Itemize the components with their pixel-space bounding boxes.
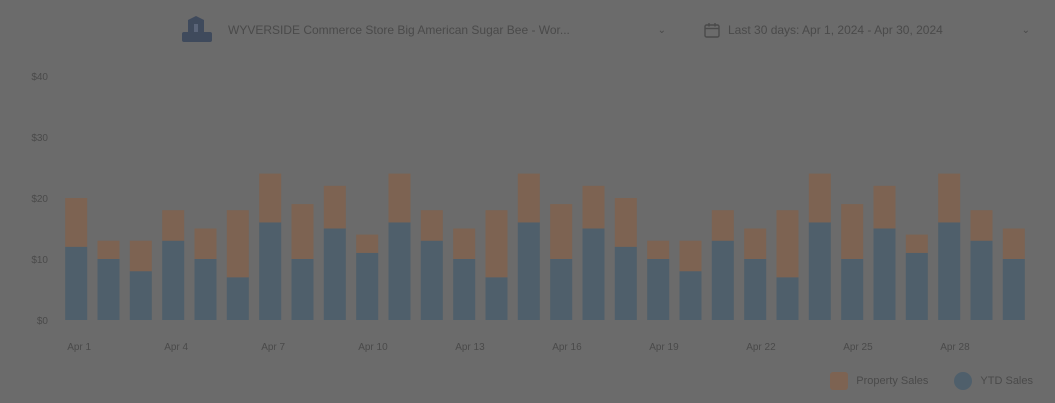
bar-property-sales[interactable] <box>65 198 88 247</box>
bar-ytd-sales[interactable] <box>744 259 767 320</box>
bar-property-sales[interactable] <box>647 240 670 259</box>
legend-label-property-sales: Property Sales <box>856 375 929 387</box>
bar-ytd-sales[interactable] <box>388 222 411 320</box>
y-tick-label: $20 <box>31 194 48 205</box>
bar-ytd-sales[interactable] <box>517 222 540 320</box>
bar-property-sales[interactable] <box>679 240 702 272</box>
bar-property-sales[interactable] <box>582 185 605 229</box>
store-select[interactable]: WYVERSIDE Commerce Store Big American Su… <box>228 16 670 44</box>
bar-property-sales[interactable] <box>517 173 540 223</box>
filter-bar: WYVERSIDE Commerce Store Big American Su… <box>0 0 1055 58</box>
bar-ytd-sales[interactable] <box>647 259 670 320</box>
bar-property-sales[interactable] <box>356 234 379 253</box>
bar-ytd-sales[interactable] <box>323 228 346 321</box>
store-logo-icon <box>182 16 212 42</box>
x-tick-label: Apr 7 <box>261 342 285 353</box>
bar-ytd-sales[interactable] <box>679 271 702 320</box>
bar-property-sales[interactable] <box>453 228 476 260</box>
bar-property-sales[interactable] <box>485 210 508 278</box>
bar-ytd-sales[interactable] <box>582 228 605 321</box>
bar-property-sales[interactable] <box>970 210 993 241</box>
bar-ytd-sales[interactable] <box>485 277 508 320</box>
bar-property-sales[interactable] <box>129 240 152 272</box>
bar-property-sales[interactable] <box>776 210 799 278</box>
chart-legend: Property Sales YTD Sales <box>830 372 1033 390</box>
bar-property-sales[interactable] <box>873 185 896 229</box>
x-tick-label: Apr 1 <box>67 342 91 353</box>
bar-property-sales[interactable] <box>711 210 734 241</box>
calendar-icon <box>704 23 720 38</box>
bar-ytd-sales[interactable] <box>97 259 120 320</box>
bar-ytd-sales[interactable] <box>776 277 799 320</box>
bar-ytd-sales[interactable] <box>711 240 734 320</box>
bar-property-sales[interactable] <box>614 198 637 247</box>
bar-ytd-sales[interactable] <box>129 271 152 320</box>
bar-property-sales[interactable] <box>291 204 314 259</box>
bar-ytd-sales[interactable] <box>65 246 88 320</box>
x-tick-label: Apr 25 <box>843 342 873 353</box>
y-tick-label: $10 <box>31 255 48 266</box>
bar-ytd-sales[interactable] <box>162 240 185 320</box>
bar-ytd-sales[interactable] <box>259 222 282 320</box>
bar-property-sales[interactable] <box>744 228 767 260</box>
bar-property-sales[interactable] <box>938 173 961 223</box>
bar-property-sales[interactable] <box>388 173 411 223</box>
bar-ytd-sales[interactable] <box>226 277 249 320</box>
legend-item-ytd-sales[interactable]: YTD Sales <box>954 372 1033 390</box>
x-tick-label: Apr 22 <box>746 342 776 353</box>
bar-ytd-sales[interactable] <box>1002 259 1025 320</box>
bar-property-sales[interactable] <box>841 204 864 259</box>
x-tick-label: Apr 4 <box>164 342 188 353</box>
x-tick-label: Apr 16 <box>552 342 582 353</box>
date-range-select[interactable]: Last 30 days: Apr 1, 2024 - Apr 30, 2024… <box>704 16 1034 44</box>
bar-property-sales[interactable] <box>194 228 217 260</box>
bar-ytd-sales[interactable] <box>291 259 314 320</box>
bar-ytd-sales[interactable] <box>194 259 217 320</box>
bar-ytd-sales[interactable] <box>356 252 379 320</box>
x-tick-label: Apr 28 <box>940 342 970 353</box>
bar-property-sales[interactable] <box>259 173 282 223</box>
legend-label-ytd-sales: YTD Sales <box>980 375 1033 387</box>
legend-swatch-property-sales <box>830 372 849 390</box>
bar-ytd-sales[interactable] <box>614 246 637 320</box>
bar-ytd-sales[interactable] <box>873 228 896 321</box>
bar-ytd-sales[interactable] <box>453 259 476 320</box>
store-select-label: WYVERSIDE Commerce Store Big American Su… <box>228 23 570 37</box>
stacked-bar-chart: $0 $10 $20 $30 $40 Apr 1 Apr 4 Apr 7 Apr 10 Apr 1… <box>31 72 1025 353</box>
bar-ytd-sales[interactable] <box>905 252 928 320</box>
bar-ytd-sales[interactable] <box>420 240 443 320</box>
bar-property-sales[interactable] <box>162 210 185 241</box>
legend-swatch-ytd-sales <box>954 372 973 390</box>
bar-ytd-sales[interactable] <box>550 259 573 320</box>
chevron-down-icon: ⌄ <box>657 24 666 36</box>
y-tick-label: $30 <box>31 133 48 144</box>
legend-item-property-sales[interactable]: Property Sales <box>830 372 928 390</box>
bar-property-sales[interactable] <box>1002 228 1025 260</box>
bar-property-sales[interactable] <box>550 204 573 259</box>
bar-property-sales[interactable] <box>905 234 928 253</box>
x-tick-label: Apr 10 <box>358 342 388 353</box>
date-range-label: Last 30 days: Apr 1, 2024 - Apr 30, 2024 <box>728 23 943 37</box>
bar-property-sales[interactable] <box>97 240 120 259</box>
x-tick-label: Apr 19 <box>649 342 679 353</box>
bar-property-sales[interactable] <box>420 210 443 241</box>
bar-property-sales[interactable] <box>808 173 831 223</box>
x-tick-label: Apr 13 <box>455 342 485 353</box>
bar-ytd-sales[interactable] <box>970 240 993 320</box>
bar-ytd-sales[interactable] <box>938 222 961 320</box>
bar-property-sales[interactable] <box>226 210 249 278</box>
y-tick-label: $40 <box>31 72 48 83</box>
y-tick-label: $0 <box>37 316 49 327</box>
bar-property-sales[interactable] <box>323 185 346 229</box>
bar-ytd-sales[interactable] <box>808 222 831 320</box>
chevron-down-icon: ⌄ <box>1021 24 1030 36</box>
bar-ytd-sales[interactable] <box>841 259 864 320</box>
